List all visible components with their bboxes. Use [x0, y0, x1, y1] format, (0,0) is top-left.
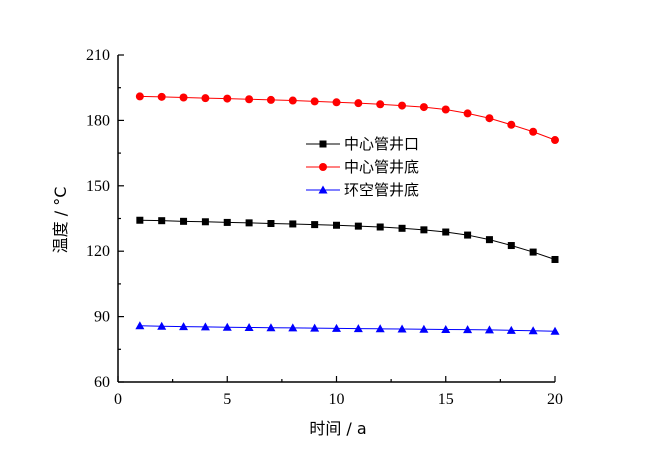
- data-point: [311, 221, 319, 229]
- data-point: [507, 242, 515, 250]
- data-point: [266, 323, 276, 332]
- x-tick-label: 15: [438, 391, 454, 408]
- data-point: [179, 93, 188, 102]
- data-point: [419, 103, 428, 112]
- legend-label: 环空管井底: [344, 181, 419, 199]
- data-point: [375, 324, 385, 333]
- axes: 0 5 10 15 20 60 90 120 150 180 210: [86, 47, 563, 408]
- data-point: [332, 323, 341, 332]
- data-point: [551, 255, 559, 263]
- data-point: [223, 94, 232, 103]
- data-point: [507, 120, 516, 129]
- data-point: [244, 323, 254, 331]
- data-point: [200, 322, 210, 331]
- data-point: [551, 136, 559, 145]
- y-tick-label: 120: [86, 243, 110, 260]
- data-point: [318, 185, 328, 194]
- data-point: [289, 220, 297, 228]
- data-point: [441, 105, 450, 114]
- data-point: [398, 101, 407, 110]
- y-tick-label: 90: [94, 309, 110, 326]
- data-point: [267, 220, 275, 228]
- data-point: [398, 224, 406, 232]
- y-tick-label: 210: [86, 47, 110, 64]
- series-line: [139, 325, 556, 332]
- data-point: [136, 216, 144, 224]
- x-tick-label: 10: [329, 391, 345, 408]
- data-point: [354, 99, 363, 108]
- data-point: [397, 324, 407, 333]
- data-point: [158, 217, 166, 225]
- data-point: [288, 96, 297, 105]
- series: [136, 216, 559, 263]
- x-tick-label: 0: [114, 391, 122, 408]
- x-tick-label: 5: [223, 391, 231, 408]
- data-point: [157, 92, 166, 101]
- data-point: [376, 223, 384, 231]
- legend-label: 中心管井口: [344, 135, 419, 153]
- data-point: [135, 92, 144, 101]
- data-point: [201, 94, 210, 103]
- data-point: [550, 326, 560, 335]
- x-tick-label: 20: [547, 391, 563, 408]
- x-axis-title: 时间 / a: [309, 419, 366, 438]
- data-point: [135, 321, 145, 330]
- data-point: [179, 322, 189, 331]
- data-point: [245, 219, 253, 227]
- series-line: [139, 219, 556, 260]
- data-point: [157, 321, 167, 330]
- data-point: [310, 97, 319, 106]
- legend-item: 环空管井底: [306, 181, 419, 199]
- y-tick-label: 60: [94, 374, 110, 391]
- data-point: [310, 323, 320, 332]
- series-layer: [135, 92, 560, 335]
- legend-item: 中心管井底: [306, 158, 419, 176]
- data-point: [222, 322, 232, 331]
- data-point: [506, 325, 516, 334]
- data-point: [180, 217, 188, 225]
- data-point: [485, 236, 493, 244]
- data-point: [464, 231, 472, 239]
- data-point: [529, 127, 538, 136]
- data-point: [354, 222, 362, 230]
- data-point: [223, 218, 231, 226]
- y-tick-label: 180: [86, 112, 110, 129]
- legend-label: 中心管井底: [344, 158, 419, 176]
- data-point: [266, 95, 275, 104]
- data-point: [332, 98, 341, 107]
- data-point: [376, 100, 385, 109]
- data-point: [288, 323, 298, 332]
- data-point: [201, 218, 209, 226]
- data-point: [528, 326, 538, 335]
- data-point: [319, 163, 327, 171]
- data-point: [319, 140, 327, 148]
- series: [135, 321, 560, 335]
- data-point: [463, 325, 473, 334]
- data-point: [419, 324, 429, 333]
- data-point: [353, 324, 363, 333]
- series: [135, 92, 559, 145]
- data-point: [245, 95, 254, 104]
- data-point: [333, 221, 340, 229]
- y-axis-title: 温度 / °C: [51, 187, 70, 254]
- data-point: [485, 114, 494, 123]
- y-tick-label: 150: [86, 178, 110, 195]
- data-point: [463, 109, 472, 118]
- data-point: [442, 228, 450, 236]
- legend-item: 中心管井口: [306, 135, 419, 153]
- data-point: [529, 248, 537, 256]
- data-point: [420, 226, 428, 234]
- data-point: [484, 325, 494, 334]
- data-point: [441, 324, 451, 333]
